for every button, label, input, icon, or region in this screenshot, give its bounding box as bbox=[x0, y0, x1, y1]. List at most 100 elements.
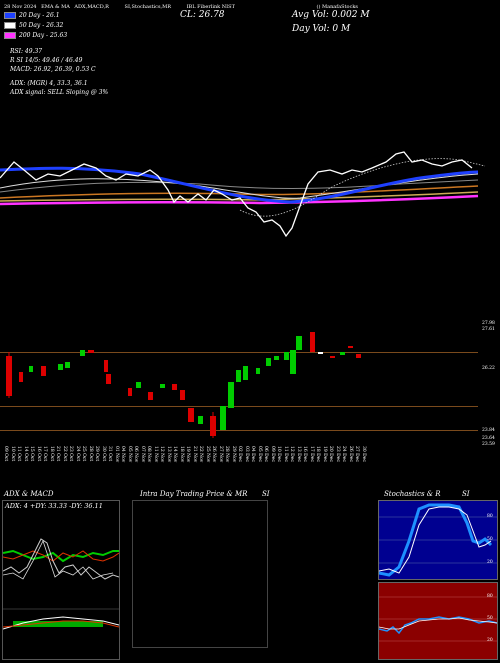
date-tick: 03 Dec bbox=[243, 446, 249, 462]
candle bbox=[310, 332, 315, 352]
date-tick: 05 Dec bbox=[256, 446, 262, 462]
macd-signal-line bbox=[2, 620, 120, 628]
date-tick: 12 Nov bbox=[159, 446, 165, 463]
legend-ma200: 200 Day - 25.63 bbox=[4, 32, 67, 39]
candle bbox=[228, 382, 234, 408]
date-tick: 12 Dec bbox=[289, 446, 295, 462]
date-axis: 09 Oct 10 Oct 11 Oct 14 Oct 15 Oct 16 Oct 17 O… bbox=[0, 446, 480, 486]
candle bbox=[290, 350, 296, 374]
macd-line bbox=[2, 616, 120, 630]
candle bbox=[318, 352, 323, 354]
date-tick: 19 Dec bbox=[321, 446, 327, 462]
candle bbox=[41, 366, 46, 376]
date-tick: 16 Oct bbox=[35, 446, 41, 462]
price-tick-6: 23.59 bbox=[482, 442, 495, 447]
candle bbox=[340, 352, 345, 355]
date-tick: 08 Nov bbox=[146, 446, 152, 463]
rsi-panel: 80 50 20 bbox=[378, 582, 498, 660]
candle bbox=[148, 392, 153, 400]
ma20-line bbox=[0, 166, 479, 204]
candle bbox=[106, 374, 111, 384]
header-site: () ManafaStocks bbox=[316, 4, 358, 10]
date-tick: 05 Nov bbox=[126, 446, 132, 463]
date-tick: 28 Oct bbox=[87, 446, 93, 462]
date-tick: 22 Nov bbox=[198, 446, 204, 463]
date-tick: 25 Oct bbox=[81, 446, 87, 462]
stoch-axis-50: 50 bbox=[487, 537, 493, 542]
legend-ma50: 50 Day - 26.32 bbox=[4, 22, 67, 29]
legend-ma20: 20 Day - 26.1 bbox=[4, 12, 67, 19]
candle bbox=[348, 346, 353, 348]
candles bbox=[6, 332, 361, 438]
date-tick: 29 Nov bbox=[230, 446, 236, 463]
candle bbox=[80, 350, 85, 356]
rsi-stat: RSI: 49.37 bbox=[10, 48, 43, 55]
header-bar: 28 Nov 2024 EMA & MA ADX,MACD,R SI,Stoch… bbox=[4, 4, 358, 10]
ma-legend: 20 Day - 26.1 50 Day - 26.32 200 Day - 2… bbox=[4, 12, 67, 39]
stoch-panel-title: Stochastics & R bbox=[384, 490, 441, 498]
date-tick: 21 Oct bbox=[55, 446, 61, 462]
rsi-signal-line bbox=[378, 617, 498, 630]
candle bbox=[180, 390, 185, 400]
adx-line bbox=[2, 538, 120, 580]
date-tick: 22 Oct bbox=[61, 446, 67, 462]
stochastics-chart bbox=[378, 503, 497, 577]
candle bbox=[243, 366, 248, 380]
date-tick: 04 Nov bbox=[120, 446, 126, 463]
ma-line-grey bbox=[0, 179, 479, 193]
date-tick: 01 Nov bbox=[113, 446, 119, 463]
date-tick: 17 Oct bbox=[42, 446, 48, 462]
candle bbox=[284, 352, 289, 360]
resistance-line bbox=[0, 352, 478, 353]
header-ema: EMA & MA bbox=[41, 4, 70, 10]
candle bbox=[330, 356, 335, 358]
ma200-swatch-icon bbox=[4, 32, 16, 39]
header-date: 28 Nov 2024 bbox=[4, 4, 37, 10]
close-price-label: CL: 26.78 bbox=[180, 10, 225, 20]
candlestick-chart bbox=[6, 332, 361, 438]
ma20-swatch-icon bbox=[4, 12, 16, 19]
moving-average-chart bbox=[0, 151, 486, 238]
rsi-ratio-stat: R SI 14/5: 49.46 / 46.49 bbox=[10, 57, 83, 64]
date-tick: 15 Oct bbox=[29, 446, 35, 462]
date-tick: 30 Dec bbox=[361, 446, 366, 462]
date-tick: 30 Oct bbox=[100, 446, 106, 462]
rsi-axis-50: 50 bbox=[487, 616, 493, 621]
candle bbox=[266, 358, 271, 366]
price-tick-3: 26.22 bbox=[482, 366, 495, 371]
candle bbox=[104, 360, 108, 372]
ma200-line bbox=[0, 194, 479, 206]
day-volume-label: Day Vol: 0 M bbox=[292, 24, 351, 34]
date-tick: 24 Oct bbox=[74, 446, 80, 462]
macd-stat: MACD: 26.92, 26.39, 0.53 C bbox=[10, 66, 96, 73]
macd-histogram bbox=[13, 621, 103, 627]
date-tick: 11 Oct bbox=[16, 446, 22, 462]
date-tick: 29 Oct bbox=[94, 446, 100, 462]
intraday-si-label: SI bbox=[262, 490, 270, 498]
candle bbox=[128, 388, 132, 396]
adx-signal-stat: ADX signal: SELL Sloping @ 3% bbox=[10, 89, 109, 96]
header-si: SI,Stochastics,MR bbox=[124, 4, 171, 10]
header-adx: ADX,MACD,R bbox=[74, 4, 109, 10]
date-tick: 19 Nov bbox=[185, 446, 191, 463]
adx-chart bbox=[2, 538, 120, 630]
date-tick: 09 Dec bbox=[269, 446, 275, 462]
date-tick: 24 Dec bbox=[341, 446, 347, 462]
price-tick-5: 23.64 bbox=[482, 436, 495, 441]
date-tick: 21 Nov bbox=[191, 446, 197, 463]
candle bbox=[236, 370, 241, 382]
candle bbox=[136, 382, 141, 388]
candle bbox=[19, 372, 23, 382]
support-line bbox=[0, 406, 478, 407]
price-tick-2: 27.61 bbox=[482, 327, 495, 332]
date-tick: 06 Nov bbox=[133, 446, 139, 463]
candle bbox=[296, 336, 302, 350]
candle bbox=[188, 408, 194, 422]
date-tick: 14 Nov bbox=[172, 446, 178, 463]
candle bbox=[356, 354, 361, 358]
candle bbox=[220, 406, 226, 430]
rsi-axis-20: 20 bbox=[487, 638, 493, 643]
date-tick: 14 Oct bbox=[22, 446, 28, 462]
date-tick: 04 Dec bbox=[250, 446, 256, 462]
candle bbox=[29, 366, 33, 372]
